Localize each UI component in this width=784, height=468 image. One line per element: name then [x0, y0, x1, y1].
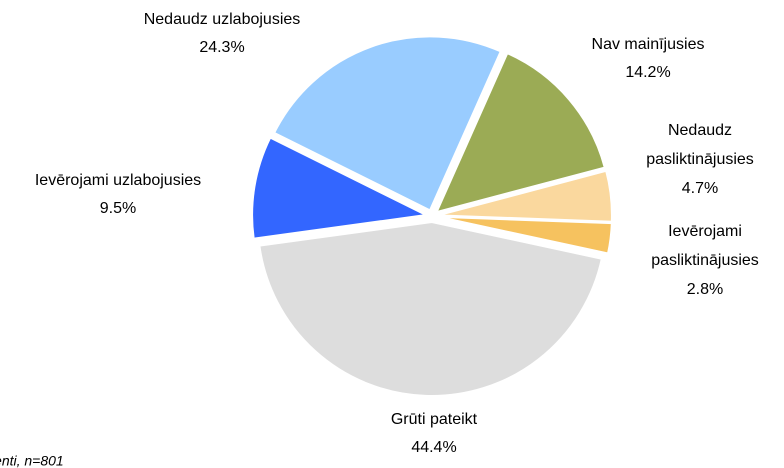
value-label: 2.8% [687, 281, 723, 298]
value-label: 44.4% [411, 439, 456, 456]
value-label: 9.5% [100, 200, 136, 217]
value-label: 24.3% [199, 39, 244, 56]
slice-label: Nav mainījusies [592, 36, 705, 53]
slice-label: Ievērojami uzlabojusies [35, 172, 201, 189]
slice-label: Grūti pateikt [391, 411, 478, 428]
slice-label: Nedaudz pasliktinājusies [646, 122, 754, 168]
value-label: 14.2% [625, 64, 670, 81]
note: Respondenti, n=801 [0, 453, 64, 468]
pie-slice [437, 215, 613, 255]
pie-slice [272, 35, 503, 212]
pie-slice [258, 220, 604, 397]
pie-slice [251, 136, 430, 240]
slice-label: Nedaudz uzlabojusies [144, 11, 301, 28]
value-label: 4.7% [682, 180, 718, 197]
pie-slice [437, 169, 613, 223]
pie-slice [434, 51, 606, 214]
slice-label: Ievērojami pasliktinājusies [651, 223, 759, 269]
